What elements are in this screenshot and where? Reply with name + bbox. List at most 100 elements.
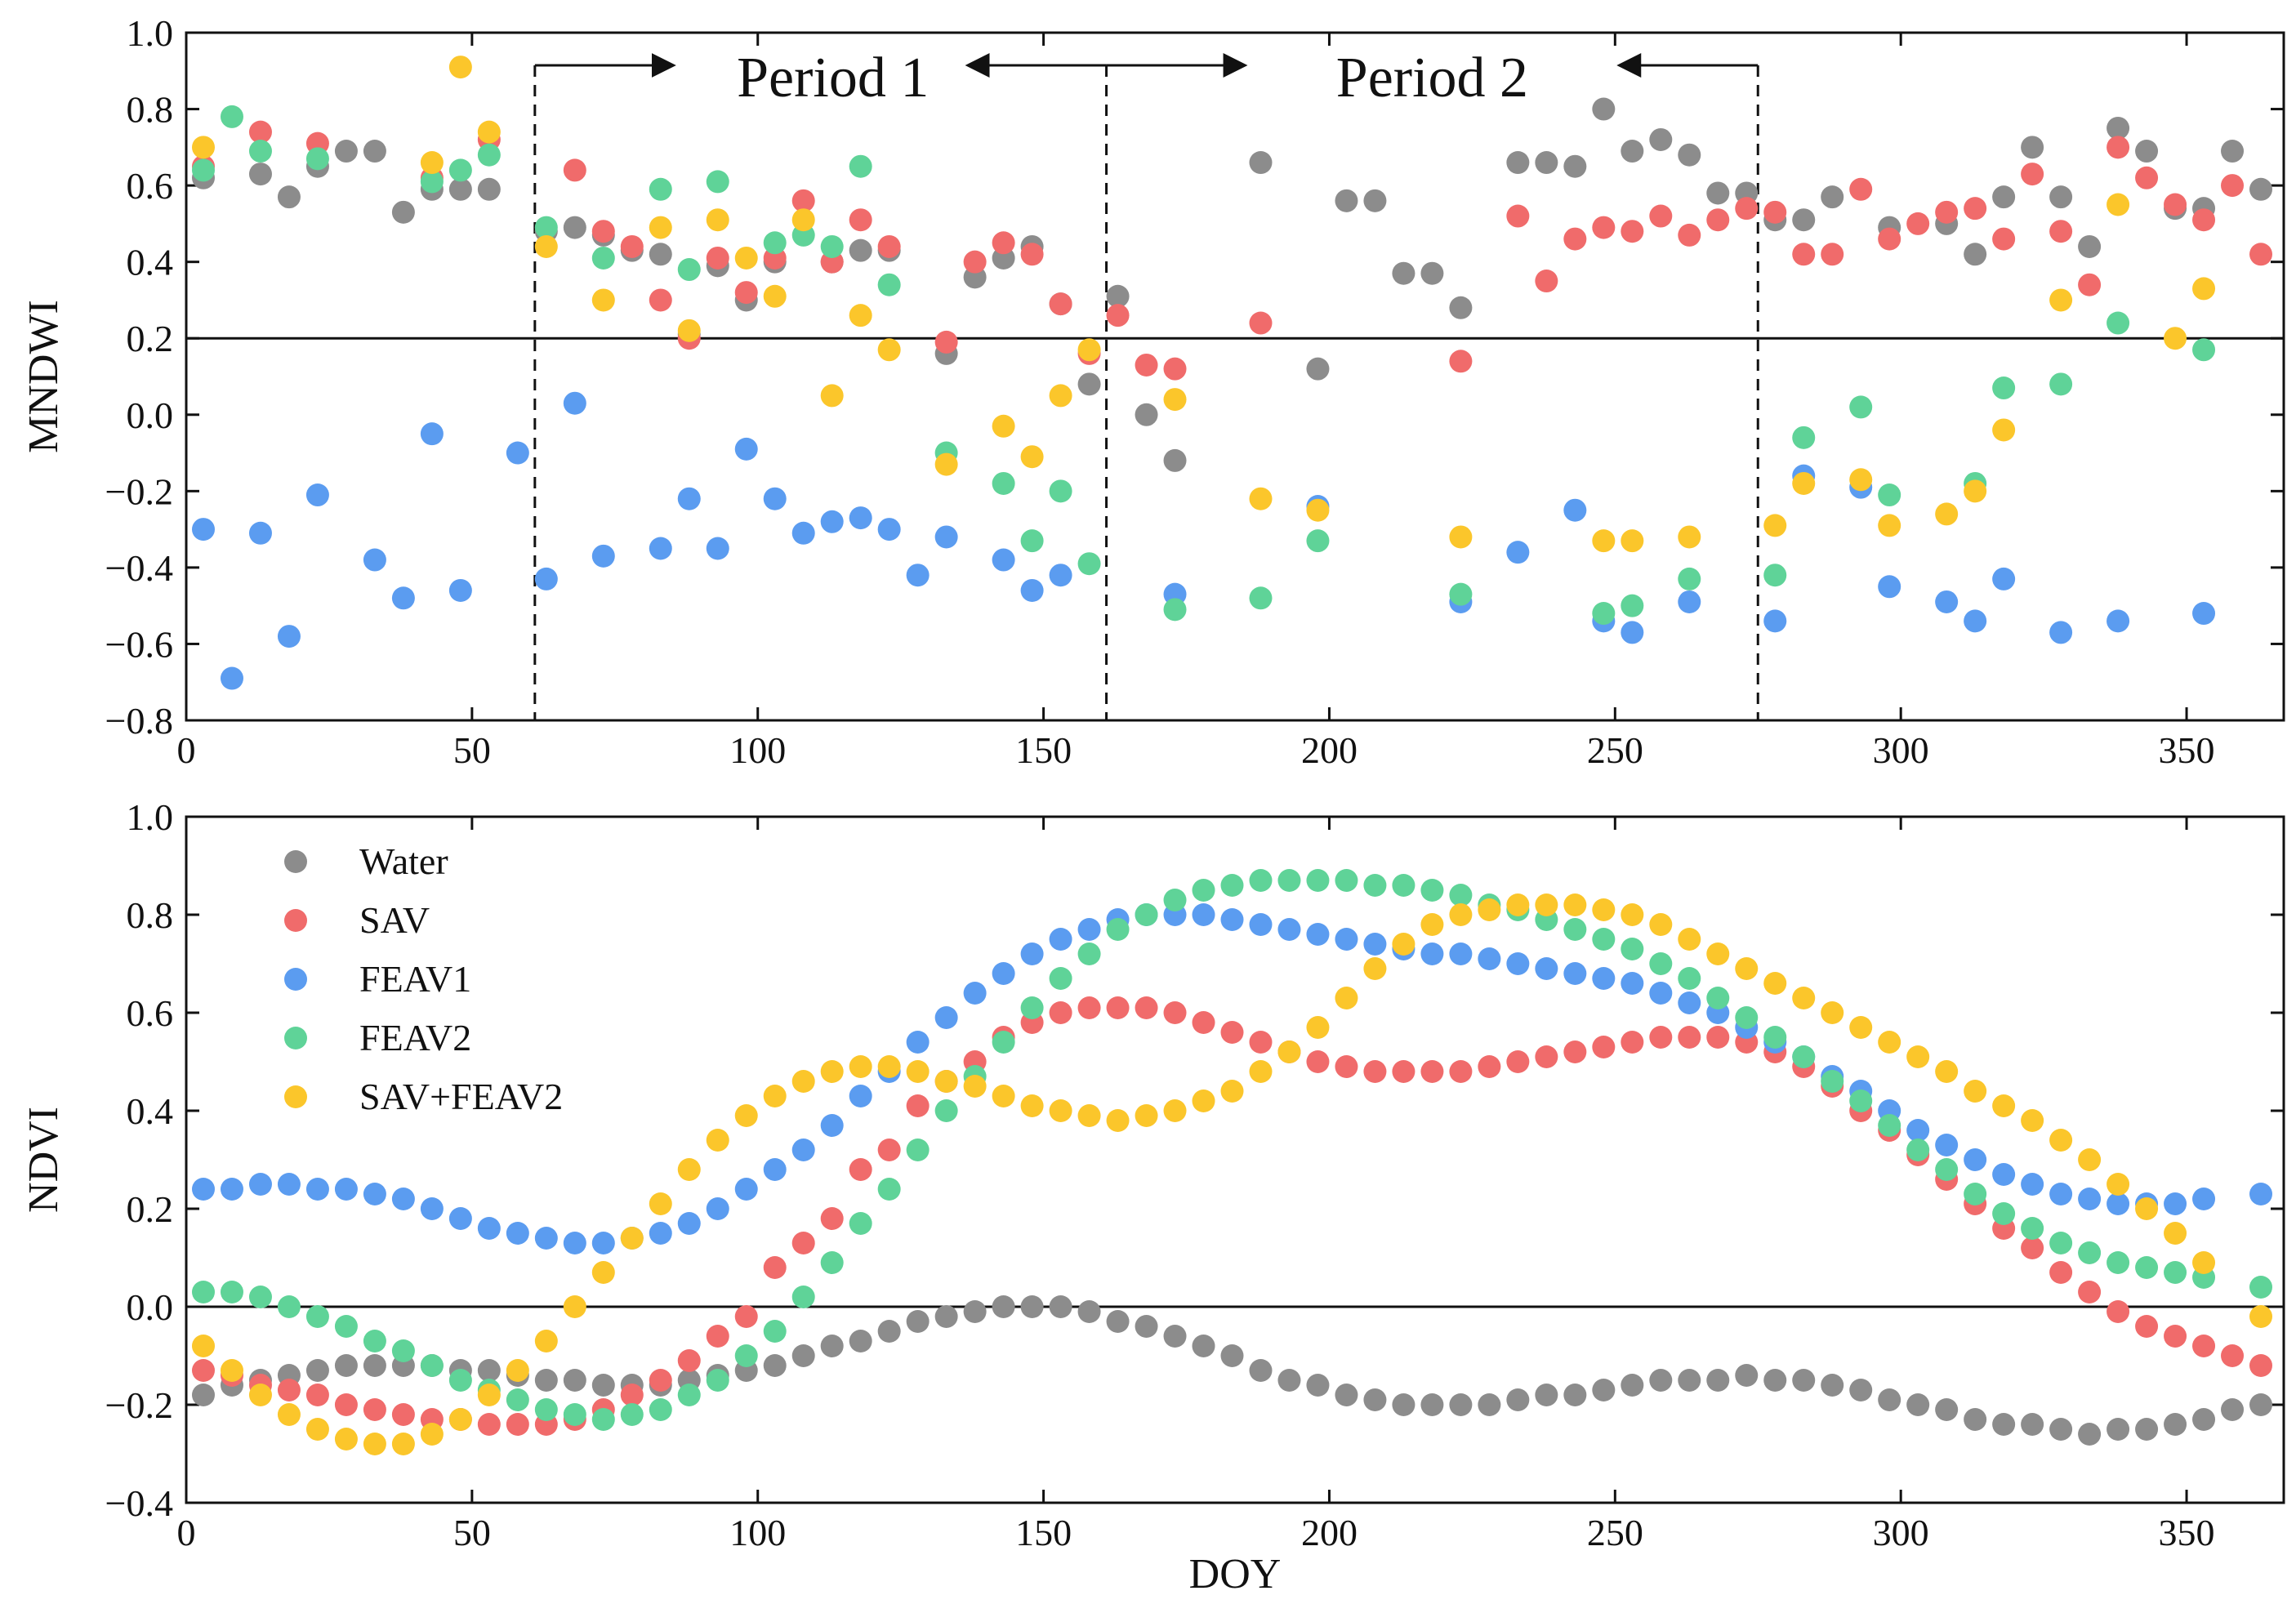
- data-point: [1049, 1295, 1072, 1318]
- data-point: [305, 1418, 329, 1441]
- data-point: [277, 185, 301, 209]
- data-point: [1020, 243, 1044, 266]
- data-point: [305, 1384, 329, 1406]
- data-point: [734, 437, 758, 461]
- data-point: [934, 1305, 958, 1328]
- y-axis-label: MNDWI: [20, 300, 67, 453]
- data-point: [763, 284, 787, 308]
- data-point: [334, 1315, 358, 1338]
- data-point: [220, 1281, 243, 1303]
- data-point: [1563, 498, 1587, 522]
- data-point: [1706, 987, 1730, 1009]
- series-sav-feav2: [191, 56, 2216, 553]
- data-point: [2049, 372, 2073, 396]
- data-point: [563, 158, 586, 182]
- data-point: [2164, 1261, 2187, 1284]
- data-point: [591, 246, 615, 270]
- legend-label: FEAV2: [359, 1017, 471, 1058]
- data-point: [591, 544, 615, 568]
- data-point: [677, 1349, 701, 1372]
- data-point: [1992, 1202, 2016, 1225]
- data-point: [2107, 1192, 2130, 1215]
- data-point: [305, 1178, 329, 1201]
- data-point: [591, 220, 615, 243]
- data-point: [1763, 564, 1787, 587]
- y-tick-label: 0.6: [127, 992, 174, 1034]
- data-point: [1020, 445, 1044, 469]
- data-point: [906, 1060, 930, 1083]
- data-point: [1964, 197, 1987, 221]
- data-point: [706, 1129, 729, 1152]
- data-point: [1449, 942, 1473, 965]
- legend-marker: [284, 909, 307, 932]
- legend-marker: [284, 850, 307, 873]
- data-point: [1163, 1325, 1187, 1348]
- data-point: [677, 1158, 701, 1181]
- data-point: [277, 1379, 301, 1401]
- data-point: [877, 1320, 901, 1343]
- data-point: [420, 151, 444, 175]
- data-point: [2107, 609, 2130, 633]
- data-point: [1277, 1369, 1301, 1392]
- data-point: [2221, 174, 2245, 198]
- data-point: [506, 1222, 529, 1245]
- data-point: [1449, 582, 1473, 606]
- data-point: [1420, 1393, 1444, 1416]
- data-point: [563, 1403, 586, 1426]
- data-point: [2249, 1354, 2273, 1377]
- series-feav2: [191, 105, 2216, 626]
- data-point: [877, 1055, 901, 1078]
- data-point: [363, 140, 386, 163]
- data-point: [1306, 498, 1330, 522]
- data-point: [1706, 181, 1730, 205]
- data-point: [820, 384, 844, 408]
- data-point: [849, 238, 872, 262]
- data-point: [1392, 1060, 1415, 1083]
- data-point: [1449, 884, 1473, 907]
- data-point: [2192, 1251, 2216, 1274]
- data-point: [820, 1207, 844, 1230]
- data-point: [191, 158, 215, 182]
- data-point: [2021, 163, 2044, 186]
- data-point: [1135, 403, 1158, 426]
- data-point: [2021, 1217, 2044, 1240]
- data-point: [420, 422, 444, 446]
- data-point: [1049, 1099, 1072, 1122]
- data-point: [1649, 204, 1673, 228]
- data-point: [649, 177, 672, 201]
- data-point: [277, 625, 301, 648]
- data-point: [1763, 200, 1787, 224]
- data-point: [363, 548, 386, 572]
- data-point: [1735, 957, 1759, 980]
- data-point: [248, 120, 272, 144]
- data-point: [706, 208, 729, 232]
- data-point: [1363, 933, 1387, 956]
- data-point: [1335, 987, 1358, 1009]
- data-point: [1563, 154, 1587, 178]
- data-point: [1392, 874, 1415, 897]
- data-point: [1735, 1364, 1759, 1387]
- data-point: [1592, 97, 1616, 121]
- data-point: [277, 1403, 301, 1426]
- y-tick-label: 0.6: [127, 165, 174, 207]
- data-point: [677, 1384, 701, 1406]
- data-point: [2107, 193, 2130, 216]
- data-point: [2221, 1398, 2245, 1421]
- data-point: [448, 158, 472, 182]
- data-point: [477, 120, 501, 144]
- data-point: [2049, 1232, 2073, 1254]
- data-point: [734, 1344, 758, 1367]
- data-point: [2249, 177, 2273, 201]
- data-point: [391, 200, 415, 224]
- data-point: [1249, 586, 1273, 610]
- data-point: [706, 1369, 729, 1392]
- data-point: [992, 1085, 1015, 1107]
- data-point: [2049, 220, 2073, 243]
- y-tick-label: 0.4: [127, 242, 174, 283]
- legend-label: SAV: [359, 899, 430, 941]
- data-point: [2135, 166, 2159, 189]
- data-point: [992, 231, 1015, 255]
- data-point: [1020, 1295, 1044, 1318]
- data-point: [1935, 1134, 1959, 1156]
- data-point: [1392, 933, 1415, 956]
